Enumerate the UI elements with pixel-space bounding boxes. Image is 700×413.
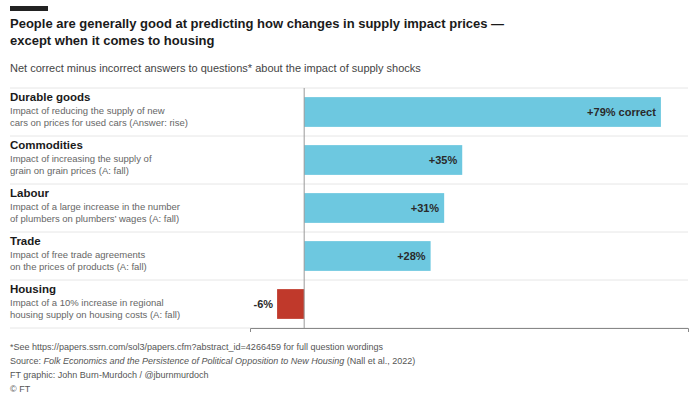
category-description: Impact of free trade agreementson the pr…	[10, 249, 147, 272]
footnote: Source: Folk Economics and the Persisten…	[10, 356, 415, 366]
bar	[304, 193, 444, 223]
row-separator	[10, 280, 688, 281]
row-separator	[10, 88, 688, 89]
bar-baseline	[304, 88, 305, 328]
footnotes: *See https://papers.ssrn.com/sol3/papers…	[10, 342, 415, 394]
footnote: *See https://papers.ssrn.com/sol3/papers…	[10, 342, 383, 352]
x-axis	[251, 329, 689, 333]
row-separator	[10, 184, 688, 185]
description-line: of plumbers on plumbers’ wages (A: fall)	[10, 213, 179, 224]
category-label: Durable goods	[10, 91, 91, 103]
category-label: Housing	[10, 283, 56, 295]
data-labels: +79% correct +35% +31% +28% -6%	[254, 106, 657, 310]
chart: People are generally good at predicting …	[0, 0, 700, 413]
category-description: Impact of a large increase in the number…	[10, 201, 180, 224]
title-line: except when it comes to housing	[10, 33, 214, 48]
data-label: +28%	[397, 250, 426, 262]
bar	[304, 241, 430, 271]
bar	[304, 97, 661, 127]
description-line: Impact of reducing the supply of new	[10, 105, 165, 116]
category-label: Commodities	[10, 139, 83, 151]
description-line: housing supply on housing costs (A: fall…	[10, 309, 180, 320]
row-separator	[10, 136, 688, 137]
description-line: Impact of a 10% increase in regional	[10, 297, 164, 308]
footnote: FT graphic: John Burn-Murdoch / @jburnmu…	[10, 370, 209, 380]
subtitle: Net correct minus incorrect answers to q…	[10, 62, 421, 74]
category-label: Labour	[10, 187, 49, 199]
row-separators	[10, 88, 688, 328]
category-labels: Durable goods Impact of reducing the supp…	[10, 91, 188, 320]
description-line: on the prices of products (A: fall)	[10, 261, 147, 272]
title-line: People are generally good at predicting …	[10, 16, 504, 31]
data-label: +31%	[411, 202, 440, 214]
data-label: +35%	[429, 154, 458, 166]
data-label: -6%	[254, 298, 274, 310]
title-bar	[10, 6, 48, 11]
row-separator	[10, 232, 688, 233]
footnote-part: Source:	[10, 356, 44, 366]
footnote: © FT	[10, 384, 31, 394]
x-axis-line	[251, 329, 689, 333]
bar	[304, 145, 462, 175]
footnote-part: Folk Economics and the Persistence of Po…	[44, 356, 345, 366]
data-label: +79% correct	[587, 106, 656, 118]
category-description: Impact of reducing the supply of newcars…	[10, 105, 188, 128]
title: People are generally good at predicting …	[10, 16, 504, 48]
category-label: Trade	[10, 235, 41, 247]
category-description: Impact of a 10% increase in regionalhous…	[10, 297, 180, 320]
bars	[277, 97, 661, 319]
category-description: Impact of increasing the supply ofgrain …	[10, 153, 152, 176]
footnote-part: (Nall et al., 2022)	[344, 356, 415, 366]
bar	[277, 289, 304, 319]
description-line: grain on grain prices (A: fall)	[10, 165, 129, 176]
description-line: Impact of free trade agreements	[10, 249, 145, 260]
description-line: Impact of a large increase in the number	[10, 201, 180, 212]
description-line: cars on prices for used cars (Answer: ri…	[10, 117, 188, 128]
description-line: Impact of increasing the supply of	[10, 153, 152, 164]
